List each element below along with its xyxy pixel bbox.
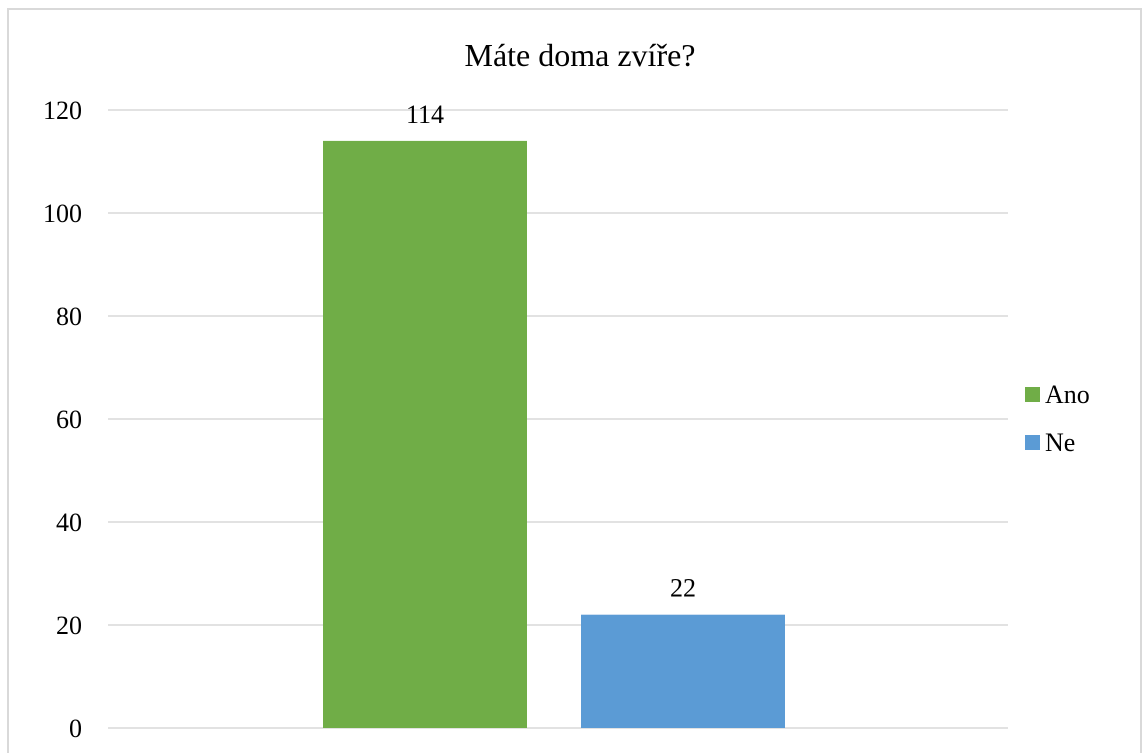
y-tick-label: 0 bbox=[69, 714, 82, 743]
legend-label: Ano bbox=[1045, 380, 1090, 409]
y-tick-label: 100 bbox=[43, 199, 82, 228]
y-tick-label: 120 bbox=[43, 96, 82, 125]
bars bbox=[323, 140, 785, 728]
y-tick-label: 20 bbox=[56, 611, 82, 640]
bar-ne bbox=[581, 614, 785, 728]
legend: Ano Ne bbox=[1025, 380, 1090, 457]
legend-swatch-ano bbox=[1025, 387, 1040, 402]
y-tick-label: 60 bbox=[56, 405, 82, 434]
chart-title: Máte doma zvíře? bbox=[465, 37, 696, 73]
bar-ano bbox=[323, 140, 527, 728]
chart-frame bbox=[7, 8, 1142, 753]
data-label: 114 bbox=[406, 100, 444, 129]
y-tick-label: 80 bbox=[56, 302, 82, 331]
bar-labels: 114 22 bbox=[406, 100, 696, 603]
legend-label: Ne bbox=[1045, 428, 1075, 457]
gridlines bbox=[108, 109, 1008, 729]
y-tick-label: 40 bbox=[56, 508, 82, 537]
legend-swatch-ne bbox=[1025, 435, 1040, 450]
y-axis-ticks: 0 20 40 60 80 100 120 bbox=[43, 96, 82, 743]
data-label: 22 bbox=[670, 574, 696, 603]
